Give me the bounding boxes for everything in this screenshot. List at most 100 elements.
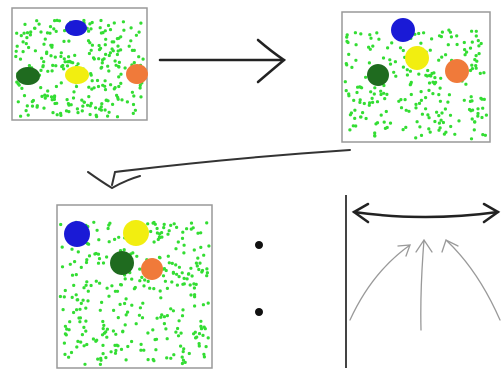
particle <box>94 106 97 109</box>
particle <box>448 93 451 96</box>
particle <box>59 295 62 298</box>
particle <box>126 311 129 314</box>
particle <box>99 363 102 366</box>
particle <box>52 27 55 30</box>
particle <box>68 60 71 63</box>
particle <box>426 74 429 77</box>
particle <box>444 107 447 110</box>
particle <box>124 323 127 326</box>
particle <box>344 80 347 83</box>
particle <box>64 60 67 63</box>
particle <box>125 297 128 300</box>
particle <box>33 27 36 30</box>
particle <box>119 82 122 85</box>
dark-green-blob <box>16 67 40 85</box>
particle <box>359 115 362 118</box>
particle <box>65 109 68 112</box>
particle <box>59 55 62 58</box>
particle <box>389 63 392 66</box>
particle <box>105 336 108 339</box>
particle <box>42 43 45 46</box>
particle <box>107 227 110 230</box>
particle <box>123 248 126 251</box>
particle <box>199 231 202 234</box>
particle <box>168 261 171 264</box>
particle <box>363 102 366 105</box>
particle <box>465 51 468 54</box>
particle <box>196 257 199 260</box>
particle <box>437 59 440 62</box>
particle <box>360 86 363 89</box>
particle <box>475 34 478 37</box>
particle <box>59 112 62 115</box>
particle <box>195 336 198 339</box>
particle <box>175 226 178 229</box>
particle <box>178 319 181 322</box>
particle <box>177 240 180 243</box>
particle <box>19 58 22 61</box>
particle <box>20 87 23 90</box>
particle <box>70 248 73 251</box>
particle <box>207 244 210 247</box>
particle <box>477 39 480 42</box>
particle <box>375 31 378 34</box>
dark-green-blob <box>367 64 389 86</box>
particle <box>75 308 78 311</box>
particle <box>192 332 195 335</box>
particle <box>414 103 417 106</box>
particle <box>103 85 106 88</box>
particle <box>112 329 115 332</box>
particle <box>138 30 141 33</box>
particle <box>418 125 421 128</box>
particle <box>39 30 42 33</box>
particle <box>453 133 456 136</box>
particle <box>147 280 150 283</box>
particle <box>108 240 111 243</box>
particle <box>160 313 163 316</box>
particle <box>440 56 443 59</box>
particle <box>99 26 102 29</box>
particle <box>481 133 484 136</box>
particle <box>66 64 69 67</box>
particle <box>198 332 201 335</box>
particle <box>376 121 379 124</box>
dark-green-blob <box>110 251 134 275</box>
particle <box>354 124 357 127</box>
particle <box>164 327 167 330</box>
particle <box>475 67 478 70</box>
particle <box>85 280 88 283</box>
particle <box>345 63 348 66</box>
particle <box>117 75 120 78</box>
particle <box>196 264 199 267</box>
particle <box>64 289 67 292</box>
particle <box>139 349 142 352</box>
particle <box>83 344 86 347</box>
particle <box>430 72 433 75</box>
particle <box>368 33 371 36</box>
particle <box>51 111 54 114</box>
particle <box>410 93 413 96</box>
particle <box>87 290 90 293</box>
particle <box>22 40 25 43</box>
particle <box>414 106 417 109</box>
particle <box>438 34 441 37</box>
particle <box>90 49 93 52</box>
blue-blob <box>391 18 415 42</box>
particle <box>131 251 134 254</box>
particle <box>113 344 116 347</box>
particle <box>369 90 372 93</box>
particle <box>15 32 18 35</box>
particle <box>428 116 431 119</box>
particle <box>446 101 449 104</box>
particle <box>42 60 45 63</box>
particle <box>61 246 64 249</box>
particle <box>143 278 146 281</box>
particle <box>23 23 26 26</box>
particle <box>173 222 176 225</box>
particle <box>46 70 49 73</box>
particle <box>197 268 200 271</box>
particle <box>86 104 89 107</box>
particle <box>475 60 478 63</box>
particle <box>348 128 351 131</box>
particle <box>49 25 52 28</box>
